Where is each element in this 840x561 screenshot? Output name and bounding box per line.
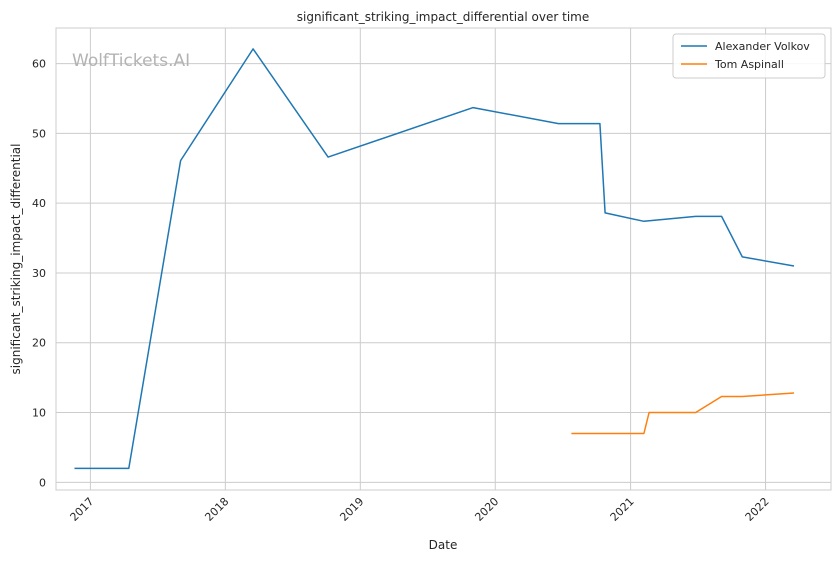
y-tick-label: 20: [32, 337, 46, 350]
x-axis-label: Date: [429, 538, 458, 552]
y-tick-label: 50: [32, 127, 46, 140]
series-lines: [74, 48, 795, 470]
legend-entry: Alexander Volkov: [715, 40, 810, 53]
y-axis-label: significant_striking_impact_differential: [9, 144, 23, 375]
y-tick-label: 60: [32, 58, 46, 71]
legend-box: [672, 33, 826, 79]
y-tick-label: 10: [32, 407, 46, 420]
watermark-text: WolfTickets.AI: [72, 51, 190, 71]
plot-area: [56, 28, 831, 490]
y-tick-label: 0: [39, 476, 46, 489]
series-line: [571, 392, 795, 435]
plot-frame: [55, 27, 832, 491]
y-tick-label: 30: [32, 267, 46, 280]
chart-title: significant_striking_impact_differential…: [297, 10, 589, 24]
series-line: [74, 48, 795, 470]
y-tick-labels: 0 10 20 30 40 50 60: [32, 58, 46, 490]
legend: Alexander Volkov Tom Aspinall: [672, 33, 826, 79]
legend-entry: Tom Aspinall: [714, 58, 784, 71]
grid-lines: [56, 28, 831, 490]
y-tick-label: 40: [32, 197, 46, 210]
